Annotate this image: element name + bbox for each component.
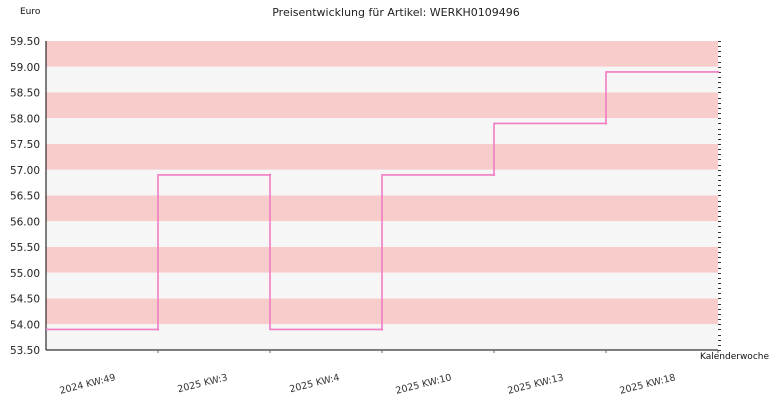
- x-tick-label: 2024 KW:49: [59, 372, 117, 397]
- data-point: [716, 70, 720, 74]
- y-tick-label: 56.50: [10, 191, 40, 203]
- y-tick-label: 59.00: [10, 62, 40, 74]
- series-line: [46, 71, 718, 331]
- band: [46, 118, 718, 144]
- data-point: [156, 328, 160, 331]
- y-tick-label: 55.00: [10, 268, 40, 280]
- x-axis-label: Kalenderwoche: [700, 352, 769, 362]
- band: [46, 41, 718, 67]
- band: [46, 144, 718, 170]
- y-tick-label: 58.00: [10, 113, 40, 125]
- y-tick-label: 57.50: [10, 139, 40, 151]
- x-axis-ticks: 2024 KW:49 2025 KW:3 2025 KW:4 2025 KW:10 20…: [59, 350, 719, 397]
- y-tick-label: 58.50: [10, 88, 40, 100]
- data-point: [492, 173, 496, 177]
- x-tick-label: 2025 KW:3: [176, 372, 228, 395]
- x-tick-label: 2025 KW:13: [507, 372, 565, 397]
- y-tick-label: 59.50: [10, 36, 40, 48]
- series-layer: [46, 70, 720, 331]
- data-point: [380, 328, 384, 331]
- y-axis-ticks: 53.50 54.00 54.50 55.00 55.50 56.00 56.50 57.00…: [10, 36, 721, 357]
- y-tick-label: 55.50: [10, 242, 40, 254]
- x-tick-label: 2025 KW:18: [619, 372, 677, 397]
- y-axis-label: Euro: [20, 7, 41, 17]
- y-tick-label: 56.00: [10, 216, 40, 228]
- x-tick-label: 2025 KW:4: [288, 372, 340, 395]
- x-tick-label: 2025 KW:10: [395, 372, 453, 397]
- chart-title: Preisentwicklung für Artikel: WERKH01094…: [272, 6, 520, 19]
- y-tick-label: 54.50: [10, 294, 40, 306]
- band: [46, 92, 718, 119]
- y-tick-label: 57.00: [10, 165, 40, 177]
- y-tick-label: 53.50: [10, 345, 40, 357]
- data-point: [268, 173, 272, 177]
- y-tick-label: 54.00: [10, 319, 40, 331]
- band: [46, 66, 718, 93]
- data-point: [604, 122, 608, 125]
